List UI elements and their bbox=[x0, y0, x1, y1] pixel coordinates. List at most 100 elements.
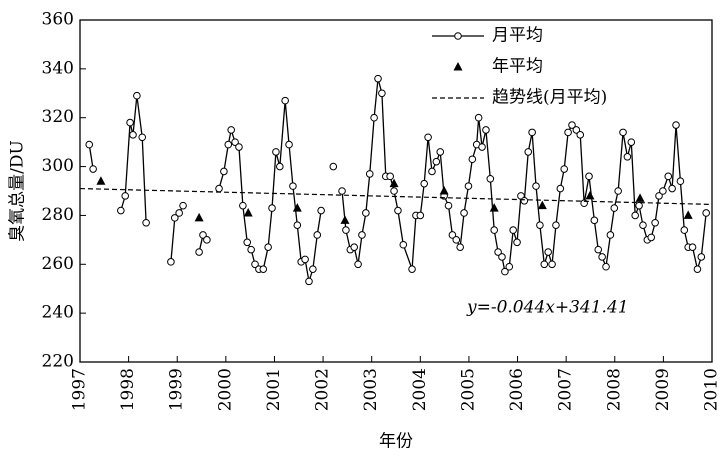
x-tick-label: 2010 bbox=[702, 368, 722, 411]
data-point bbox=[424, 133, 432, 142]
data-point bbox=[268, 204, 276, 212]
x-tick-label: 1997 bbox=[70, 368, 90, 411]
data-point bbox=[544, 248, 552, 256]
data-point bbox=[505, 262, 514, 271]
x-tick-label: 2001 bbox=[264, 368, 284, 411]
data-point bbox=[568, 121, 576, 129]
data-point bbox=[309, 265, 317, 273]
data-point bbox=[594, 245, 603, 254]
data-point bbox=[340, 215, 350, 224]
x-tick-label: 2005 bbox=[458, 368, 478, 411]
legend-marker bbox=[453, 62, 463, 71]
data-point bbox=[428, 167, 436, 176]
x-tick-label: 1998 bbox=[118, 368, 138, 411]
y-tick-label: 320 bbox=[42, 107, 74, 127]
data-point bbox=[247, 245, 255, 254]
data-point bbox=[235, 143, 243, 151]
data-point bbox=[536, 221, 544, 229]
data-point bbox=[697, 253, 706, 261]
data-point bbox=[572, 126, 581, 134]
data-point bbox=[365, 170, 374, 178]
data-point bbox=[602, 262, 610, 271]
data-point bbox=[556, 184, 565, 193]
data-point bbox=[259, 265, 268, 273]
data-point bbox=[439, 186, 449, 195]
data-point bbox=[329, 162, 338, 171]
y-tick-label: 300 bbox=[42, 156, 74, 176]
data-point bbox=[537, 200, 547, 210]
data-point bbox=[468, 155, 477, 164]
data-point bbox=[386, 172, 394, 181]
data-point bbox=[610, 204, 619, 212]
legend-label: 趋势线(月平均) bbox=[492, 88, 607, 108]
data-point bbox=[585, 172, 593, 181]
data-point bbox=[276, 162, 284, 171]
data-point bbox=[289, 182, 297, 190]
data-point bbox=[390, 187, 398, 195]
data-point bbox=[227, 126, 235, 134]
data-point bbox=[179, 201, 187, 210]
data-point bbox=[362, 209, 370, 217]
data-point bbox=[301, 255, 309, 264]
data-point bbox=[464, 182, 473, 190]
data-point bbox=[498, 253, 506, 261]
y-tick-label: 280 bbox=[42, 205, 74, 225]
data-point bbox=[338, 187, 346, 195]
data-point bbox=[560, 165, 569, 173]
data-point bbox=[350, 243, 358, 251]
data-point bbox=[532, 182, 540, 190]
data-point bbox=[243, 238, 252, 247]
series-line bbox=[79, 187, 713, 206]
x-tick-label: 2004 bbox=[410, 368, 430, 411]
x-tick-label: 2003 bbox=[361, 368, 381, 411]
data-point bbox=[121, 192, 130, 200]
y-tick-label: 360 bbox=[42, 10, 74, 30]
annotation: y=-0.044x+341.41 bbox=[466, 298, 629, 318]
x-axis-label: 年份 bbox=[379, 432, 413, 452]
data-point bbox=[117, 206, 125, 215]
data-point bbox=[460, 209, 468, 217]
data-point bbox=[672, 121, 680, 129]
data-point bbox=[680, 226, 689, 234]
data-point bbox=[195, 248, 203, 256]
data-point bbox=[272, 148, 280, 156]
data-point bbox=[126, 118, 134, 127]
data-point bbox=[378, 89, 386, 98]
data-point bbox=[313, 231, 322, 239]
plot-frame bbox=[79, 19, 713, 363]
data-point bbox=[486, 174, 495, 183]
x-tick-label: 2002 bbox=[313, 368, 333, 411]
data-point bbox=[456, 243, 464, 251]
data-point bbox=[647, 233, 656, 242]
data-point bbox=[138, 133, 147, 142]
data-point bbox=[231, 138, 239, 146]
data-point bbox=[215, 184, 223, 193]
x-tick-label: 2009 bbox=[653, 368, 673, 411]
data-point bbox=[420, 179, 428, 188]
data-point bbox=[627, 138, 636, 146]
data-point bbox=[370, 113, 378, 122]
data-point bbox=[614, 187, 622, 195]
data-point bbox=[635, 193, 645, 202]
data-point bbox=[668, 184, 676, 193]
data-point bbox=[576, 131, 585, 139]
data-point bbox=[264, 243, 272, 251]
data-point bbox=[635, 201, 643, 210]
data-point bbox=[194, 212, 204, 222]
data-point bbox=[167, 258, 175, 266]
data-point bbox=[96, 176, 106, 185]
legend-marker bbox=[454, 32, 462, 40]
data-point bbox=[509, 226, 517, 234]
data-point bbox=[285, 140, 293, 149]
data-point bbox=[564, 128, 572, 137]
data-point bbox=[639, 221, 647, 229]
data-point bbox=[598, 253, 606, 261]
data-point bbox=[501, 267, 509, 276]
data-point bbox=[548, 260, 556, 269]
data-point bbox=[474, 113, 483, 122]
series-line bbox=[88, 78, 707, 282]
data-point bbox=[655, 192, 663, 200]
data-point bbox=[354, 260, 362, 269]
data-point bbox=[490, 226, 499, 234]
data-point bbox=[524, 148, 533, 156]
